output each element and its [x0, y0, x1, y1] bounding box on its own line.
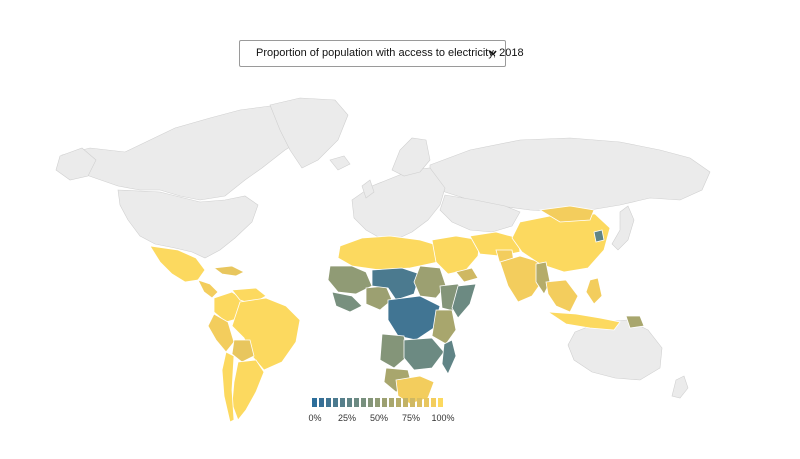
- country-bolivia[interactable]: [231, 339, 255, 363]
- country-central-africa[interactable]: [387, 295, 441, 341]
- legend-swatch: [333, 398, 338, 407]
- country-scandinavia[interactable]: [391, 137, 431, 177]
- indicator-select[interactable]: Proportion of population with access to …: [239, 40, 524, 67]
- country-philippines[interactable]: [585, 277, 603, 305]
- legend-swatch: [396, 398, 401, 407]
- legend-swatch: [403, 398, 408, 407]
- legend-tick-75: 75%: [401, 413, 421, 423]
- country-canada[interactable]: [61, 105, 316, 201]
- indicator-select-value: Proportion of population with access to …: [256, 47, 524, 59]
- country-zambia-moz[interactable]: [403, 337, 445, 371]
- legend-swatch: [389, 398, 394, 407]
- country-kenya-tanzania[interactable]: [431, 309, 457, 345]
- country-brazil[interactable]: [231, 297, 301, 371]
- legend-swatch: [340, 398, 345, 407]
- no-data-countries: [55, 97, 711, 399]
- country-alaska[interactable]: [55, 147, 97, 181]
- legend-swatch: [410, 398, 415, 407]
- country-korea-north[interactable]: [593, 229, 605, 243]
- country-australia[interactable]: [567, 319, 663, 381]
- legend-swatch: [368, 398, 373, 407]
- country-europe[interactable]: [351, 167, 446, 241]
- country-mongolia[interactable]: [538, 205, 595, 223]
- country-sahel-west[interactable]: [327, 265, 373, 295]
- country-caribbean[interactable]: [212, 265, 245, 277]
- legend-swatch: [431, 398, 436, 407]
- legend-tick-100: 100%: [431, 413, 455, 423]
- country-central-america[interactable]: [197, 279, 219, 299]
- legend-tick-0: 0%: [308, 413, 322, 423]
- legend-swatch: [438, 398, 443, 407]
- country-somalia[interactable]: [451, 283, 477, 319]
- country-middle-east[interactable]: [431, 235, 481, 275]
- country-niger-chad[interactable]: [371, 267, 421, 301]
- legend-swatch: [375, 398, 380, 407]
- country-angola[interactable]: [379, 333, 409, 369]
- color-legend: 0% 25% 50% 75% 100%: [308, 398, 455, 428]
- legend-tick-50: 50%: [369, 413, 389, 423]
- legend-swatch: [354, 398, 359, 407]
- chevron-down-icon: [489, 50, 497, 56]
- country-new-zealand[interactable]: [671, 375, 689, 399]
- country-yemen[interactable]: [455, 267, 479, 283]
- country-kazakhstan[interactable]: [439, 194, 521, 233]
- country-se-asia[interactable]: [545, 279, 579, 313]
- legend-swatch: [361, 398, 366, 407]
- country-sudan[interactable]: [413, 265, 447, 299]
- legend-swatch: [312, 398, 317, 407]
- legend-swatch: [347, 398, 352, 407]
- country-japan[interactable]: [611, 205, 635, 251]
- legend-swatch: [319, 398, 324, 407]
- country-chile[interactable]: [221, 351, 235, 423]
- data-countries: [149, 205, 645, 423]
- legend-swatches: [312, 398, 443, 407]
- legend-swatch: [424, 398, 429, 407]
- country-north-africa[interactable]: [337, 235, 441, 271]
- country-greenland[interactable]: [269, 97, 349, 169]
- legend-swatch: [326, 398, 331, 407]
- country-madagascar[interactable]: [441, 339, 457, 375]
- legend-swatch: [382, 398, 387, 407]
- country-argentina[interactable]: [231, 359, 265, 421]
- legend-tick-25: 25%: [337, 413, 357, 423]
- country-uk[interactable]: [361, 179, 375, 199]
- country-west-coast[interactable]: [331, 291, 363, 313]
- country-usa[interactable]: [117, 189, 259, 259]
- legend-swatch: [417, 398, 422, 407]
- country-indonesia[interactable]: [546, 311, 621, 331]
- country-iceland[interactable]: [329, 155, 351, 171]
- country-png[interactable]: [625, 315, 645, 329]
